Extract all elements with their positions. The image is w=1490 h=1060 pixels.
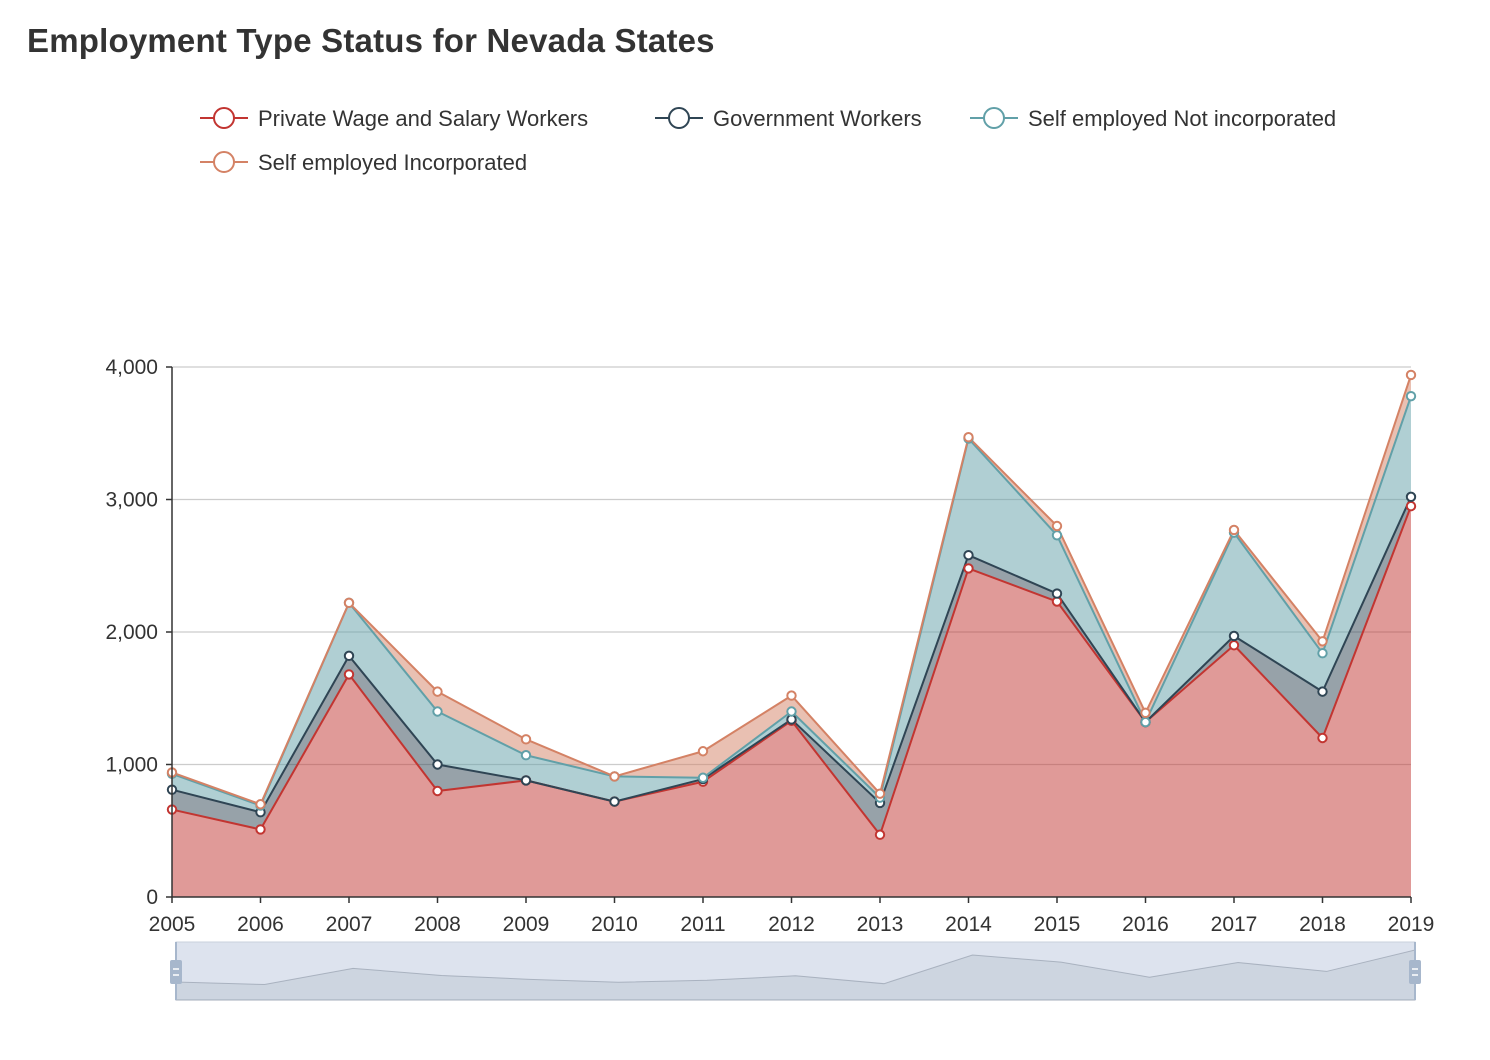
x-tick-label: 2019 bbox=[1388, 913, 1435, 936]
data-point[interactable] bbox=[432, 686, 443, 697]
data-point[interactable] bbox=[1405, 491, 1417, 503]
x-tick-label: 2015 bbox=[1034, 913, 1081, 936]
data-point[interactable] bbox=[963, 563, 974, 574]
data-point[interactable] bbox=[1228, 524, 1240, 536]
legend-label: Government Workers bbox=[713, 106, 922, 131]
legend-item[interactable]: Government Workers bbox=[655, 106, 922, 131]
x-tick-label: 2017 bbox=[1211, 913, 1258, 936]
axes: 0 1,000 2,000 3,000 4,000 2005 2006 2007 2008 200… bbox=[105, 356, 1434, 936]
data-point[interactable] bbox=[343, 650, 355, 662]
x-tick-label: 2016 bbox=[1122, 913, 1169, 936]
data-point[interactable] bbox=[1051, 530, 1063, 541]
data-point[interactable] bbox=[1051, 520, 1063, 532]
data-point[interactable] bbox=[609, 796, 620, 807]
data-point[interactable] bbox=[255, 799, 266, 810]
data-point[interactable] bbox=[1317, 732, 1328, 744]
data-point[interactable] bbox=[520, 775, 532, 786]
slider-handle-left[interactable] bbox=[170, 942, 182, 1000]
x-tick-label: 2009 bbox=[503, 913, 550, 936]
x-tick-label: 2005 bbox=[149, 913, 196, 936]
legend-label: Private Wage and Salary Workers bbox=[258, 106, 588, 131]
data-point[interactable] bbox=[1405, 369, 1417, 381]
data-point[interactable] bbox=[520, 750, 532, 761]
y-tick-label: 4,000 bbox=[105, 356, 158, 379]
data-zoom-slider[interactable] bbox=[170, 941, 1421, 1001]
legend-marker bbox=[668, 107, 690, 129]
data-point[interactable] bbox=[874, 829, 886, 840]
data-point[interactable] bbox=[432, 785, 443, 797]
data-point[interactable] bbox=[963, 549, 974, 561]
data-point[interactable] bbox=[1317, 636, 1328, 647]
data-point[interactable] bbox=[963, 432, 974, 443]
y-tick-label: 2,000 bbox=[105, 621, 158, 644]
legend-label: Self employed Not incorporated bbox=[1028, 106, 1336, 131]
data-point[interactable] bbox=[697, 746, 709, 757]
legend-marker bbox=[983, 107, 1005, 129]
series-areas bbox=[172, 374, 1411, 897]
data-point[interactable] bbox=[432, 759, 443, 770]
x-tick-label: 2013 bbox=[857, 913, 904, 936]
data-point[interactable] bbox=[874, 788, 886, 799]
data-point[interactable] bbox=[786, 690, 797, 701]
data-point[interactable] bbox=[432, 706, 443, 717]
x-tick-label: 2007 bbox=[326, 913, 373, 936]
legend-item[interactable]: Self employed Not incorporated bbox=[970, 106, 1336, 131]
data-point[interactable] bbox=[1317, 686, 1328, 697]
legend-item[interactable]: Self employed Incorporated bbox=[200, 150, 527, 175]
series-area bbox=[172, 506, 1411, 897]
x-tick-label: 2006 bbox=[237, 913, 284, 936]
data-point[interactable] bbox=[786, 706, 797, 717]
data-point[interactable] bbox=[520, 734, 532, 745]
legend-marker bbox=[213, 107, 235, 129]
y-tick-label: 3,000 bbox=[105, 489, 158, 512]
legend-item[interactable]: Private Wage and Salary Workers bbox=[200, 106, 588, 131]
legend-label: Self employed Incorporated bbox=[258, 150, 527, 175]
slider-preview bbox=[175, 949, 1416, 1001]
data-point[interactable] bbox=[609, 771, 620, 782]
data-point[interactable] bbox=[1405, 390, 1417, 402]
chart-title: Employment Type Status for Nevada States bbox=[27, 22, 715, 59]
x-tick-label: 2014 bbox=[945, 913, 992, 936]
x-tick-label: 2011 bbox=[680, 913, 725, 936]
data-point[interactable] bbox=[255, 824, 266, 835]
x-tick-label: 2010 bbox=[591, 913, 638, 936]
slider-handle-grip bbox=[170, 960, 182, 984]
x-tick-label: 2012 bbox=[768, 913, 815, 936]
data-point[interactable] bbox=[1228, 630, 1240, 642]
data-point[interactable] bbox=[1051, 588, 1063, 599]
data-point[interactable] bbox=[697, 772, 709, 783]
legend: Private Wage and Salary Workers Governmen… bbox=[200, 106, 1336, 175]
data-point[interactable] bbox=[1228, 640, 1240, 651]
data-point[interactable] bbox=[1405, 500, 1417, 512]
data-point[interactable] bbox=[343, 597, 355, 609]
data-point[interactable] bbox=[343, 669, 355, 680]
data-point[interactable] bbox=[1140, 716, 1151, 728]
y-tick-label: 0 bbox=[146, 886, 158, 909]
series-points bbox=[166, 369, 1417, 840]
slider-handle-right[interactable] bbox=[1409, 942, 1421, 1000]
data-point[interactable] bbox=[1140, 707, 1151, 719]
legend-marker bbox=[213, 151, 235, 173]
x-tick-label: 2018 bbox=[1299, 913, 1346, 936]
y-tick-label: 1,000 bbox=[105, 754, 158, 777]
x-tick-label: 2008 bbox=[414, 913, 461, 936]
slider-handle-grip bbox=[1409, 960, 1421, 984]
data-point[interactable] bbox=[1317, 648, 1328, 659]
